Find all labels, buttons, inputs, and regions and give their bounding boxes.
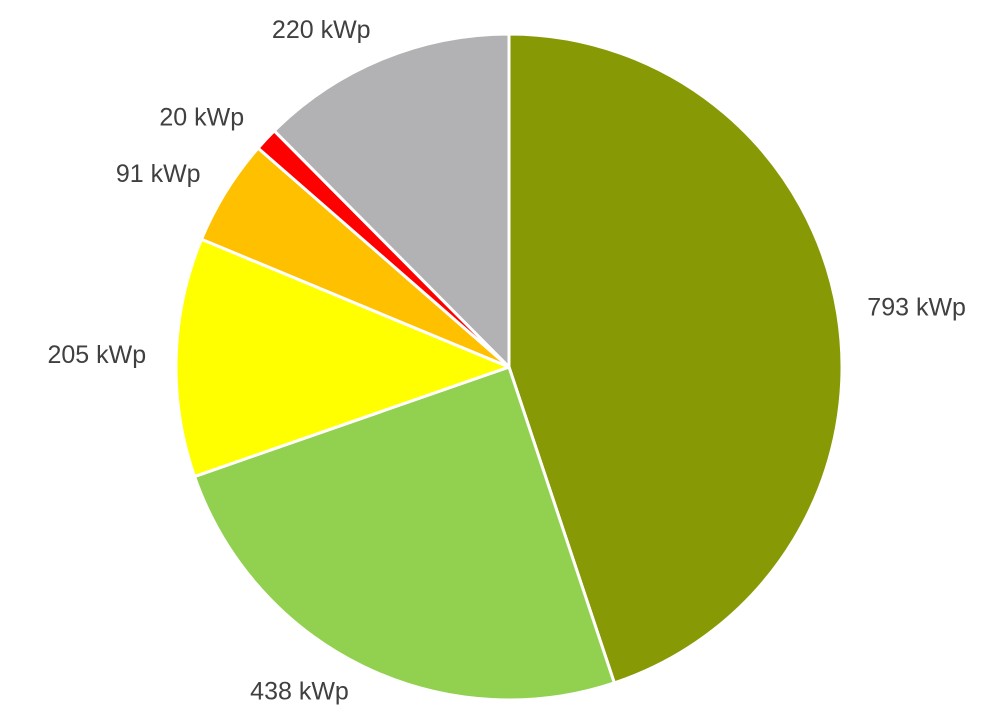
pie-slice	[193, 365, 616, 702]
data-label: 793 kWp	[867, 293, 966, 321]
data-label: 91 kWp	[116, 160, 201, 188]
pie-slice	[272, 32, 511, 369]
pie-slice	[174, 237, 511, 479]
data-label: 438 kWp	[250, 677, 349, 705]
data-label: 20 kWp	[159, 103, 244, 131]
data-label: 205 kWp	[47, 341, 146, 369]
pie-slice	[507, 32, 844, 685]
data-label: 220 kWp	[272, 16, 371, 44]
